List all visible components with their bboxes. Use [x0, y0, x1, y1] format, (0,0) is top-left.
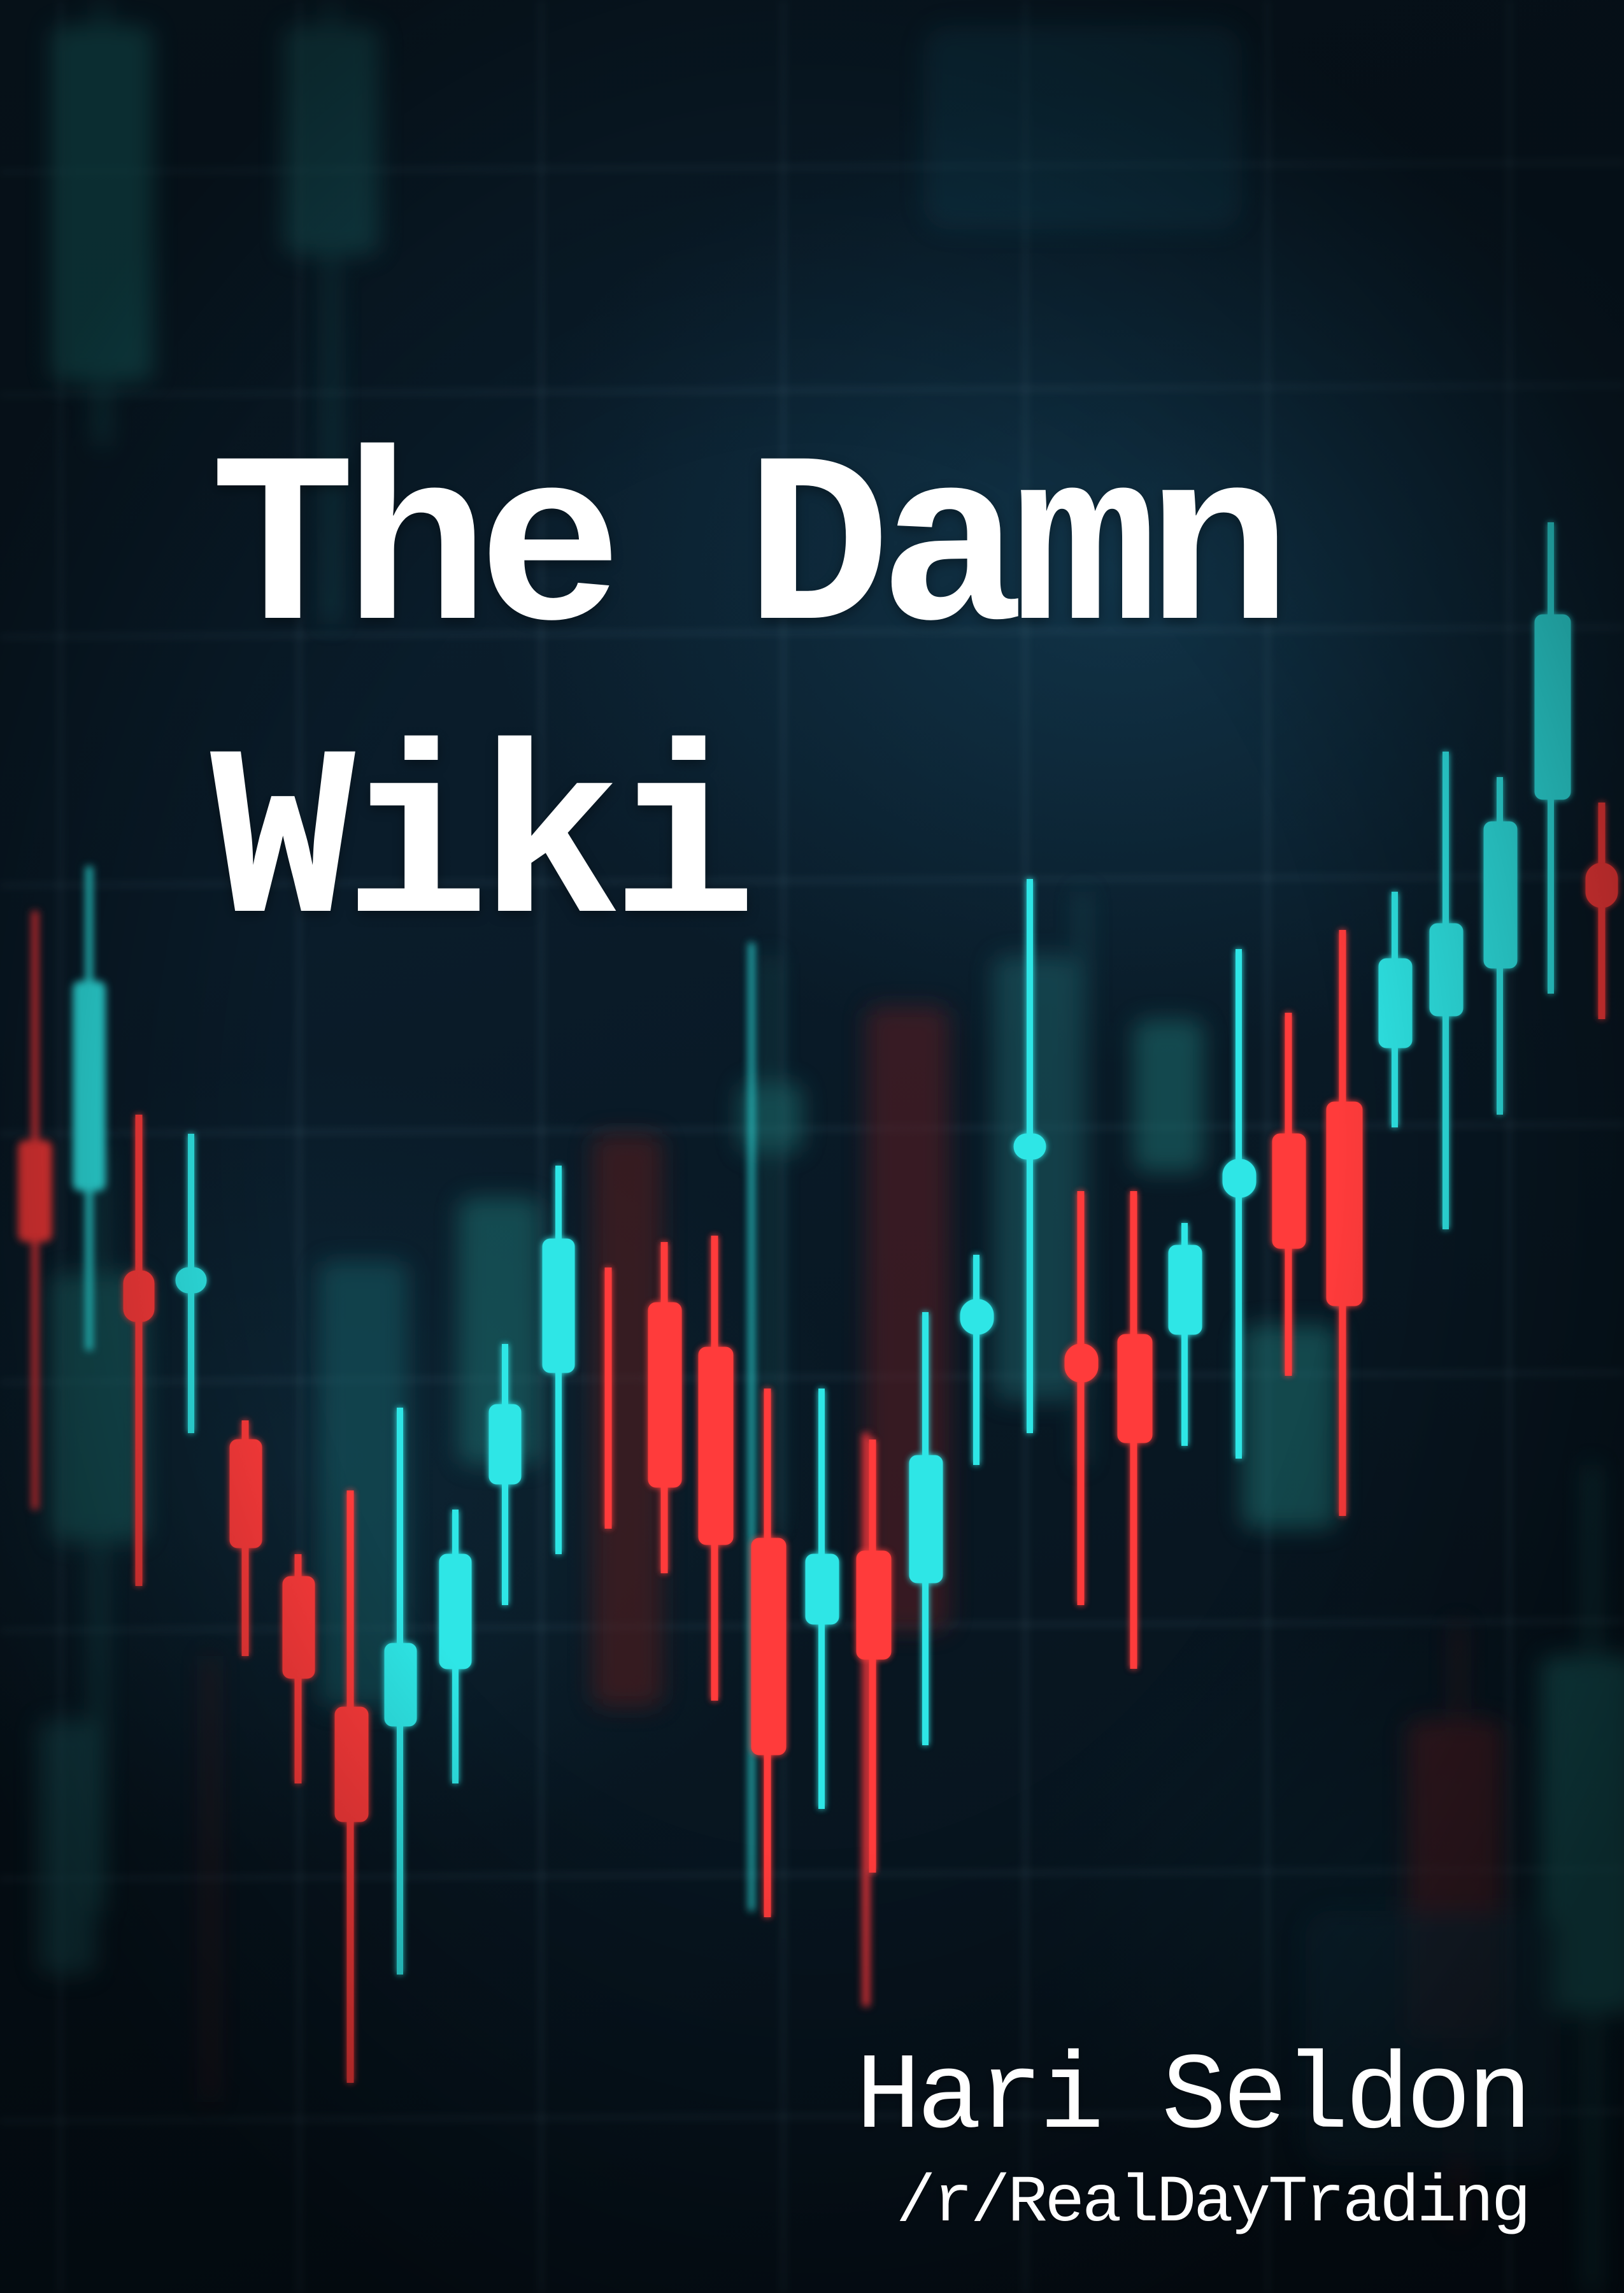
- title-line-2: Wiki: [210, 710, 757, 984]
- bearish-candles: [123, 803, 1618, 2083]
- author-name: Hari Seldon: [855, 2037, 1532, 2160]
- book-title: The Damn Wiki: [210, 408, 1484, 994]
- background-candles: [38, 0, 1624, 2293]
- community-handle: /r/RealDayTrading: [896, 2166, 1531, 2241]
- author-credit: Hari Seldon /r/RealDayTrading: [855, 2037, 1532, 2245]
- bullish-candles: [175, 522, 1571, 1975]
- title-line-1: The Damn: [210, 417, 1292, 691]
